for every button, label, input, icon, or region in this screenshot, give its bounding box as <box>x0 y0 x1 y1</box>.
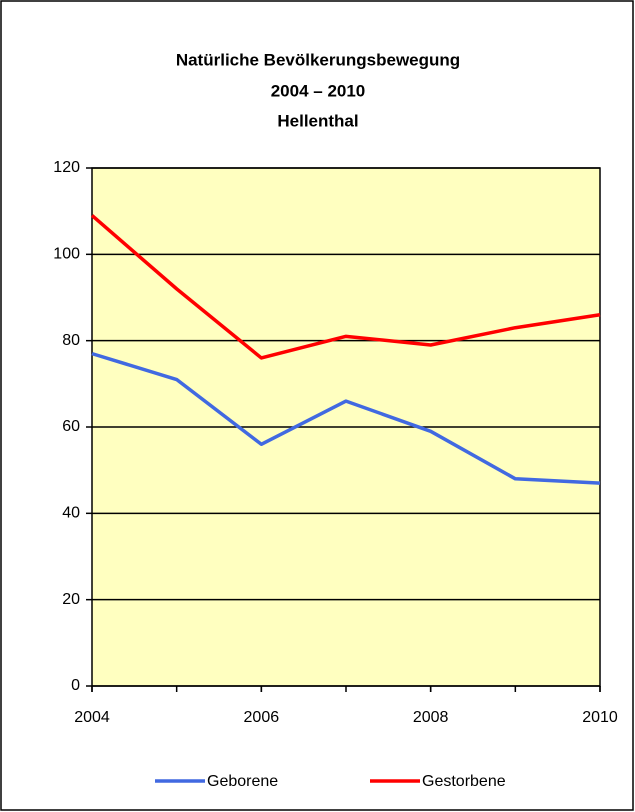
x-tick-label: 2006 <box>244 709 280 726</box>
y-tick-label: 80 <box>62 332 80 349</box>
x-tick-label: 2010 <box>582 709 618 726</box>
data-line <box>91 351 601 485</box>
data-line <box>90 214 601 360</box>
y-tick-label: 120 <box>53 159 80 176</box>
y-tick-label: 20 <box>62 591 80 608</box>
legend-label: Geborene <box>207 773 278 790</box>
y-tick-label: 100 <box>53 246 80 263</box>
y-tick-label: 60 <box>62 418 80 435</box>
chart-title: Hellenthal <box>277 111 358 130</box>
legend-label: Gestorbene <box>422 773 506 790</box>
y-tick-label: 0 <box>71 677 80 694</box>
x-tick-label: 2008 <box>413 709 449 726</box>
x-tick-label: 2004 <box>74 709 110 726</box>
plot-border <box>91 167 601 687</box>
chart-title: 2004 – 2010 <box>271 81 366 100</box>
chart-title: Natürliche Bevölkerungsbewegung <box>176 50 460 69</box>
y-tick-label: 40 <box>62 505 80 522</box>
